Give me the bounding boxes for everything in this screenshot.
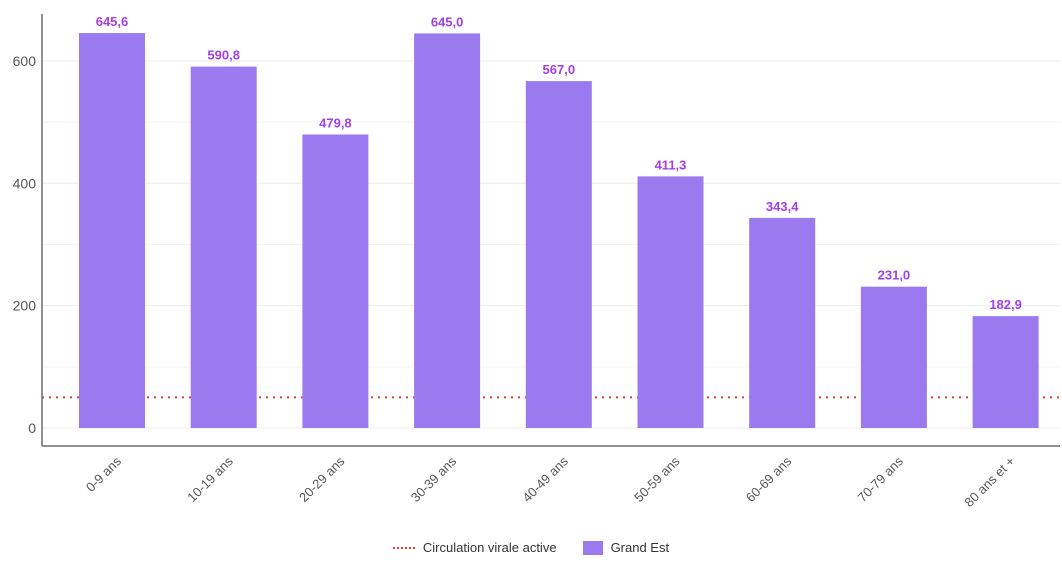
y-tick-label: 200 <box>13 298 37 314</box>
bar <box>414 33 481 428</box>
x-tick-label: 40-49 ans <box>519 453 571 505</box>
legend: Circulation virale active Grand Est <box>0 540 1062 555</box>
x-tick-label: 80 ans et + <box>961 454 1017 510</box>
data-label: 343,4 <box>766 199 799 214</box>
data-label: 645,6 <box>96 14 129 29</box>
data-label: 231,0 <box>878 268 911 283</box>
legend-dash-icon <box>392 546 415 549</box>
bar <box>79 33 145 428</box>
data-label: 182,9 <box>989 297 1022 312</box>
legend-item-reference: Circulation virale active <box>392 540 557 555</box>
x-tick-label: 20-29 ans <box>296 453 348 505</box>
legend-swatch-icon <box>582 540 603 555</box>
data-label: 567,0 <box>543 62 576 77</box>
x-tick-label: 0-9 ans <box>83 453 125 495</box>
y-tick-label: 0 <box>28 420 36 436</box>
bar <box>525 81 592 429</box>
x-tick-label: 70-79 ans <box>855 453 907 505</box>
legend-label-series: Grand Est <box>610 540 670 555</box>
bars <box>79 33 1039 429</box>
bar <box>972 316 1039 428</box>
data-label: 411,3 <box>655 157 687 172</box>
x-tick-label: 60-69 ans <box>743 453 795 505</box>
x-tick-label: 10-19 ans <box>184 453 236 505</box>
bar <box>749 217 816 428</box>
data-label: 479,8 <box>319 115 352 130</box>
y-tick-label: 600 <box>13 53 37 69</box>
bar <box>860 286 927 428</box>
legend-item-series: Grand Est <box>582 540 670 555</box>
x-tick-label: 30-39 ans <box>408 453 460 505</box>
data-label: 590,8 <box>207 48 240 63</box>
data-labels: 645,6 590,8 479,8 645,0 567,0 411,3 343,4 231,0… <box>96 14 1022 312</box>
bar <box>190 66 257 429</box>
bar-chart: 645,6 590,8 479,8 645,0 567,0 411,3 343,4 231,0… <box>13 14 1060 510</box>
legend-label-reference: Circulation virale active <box>422 540 557 555</box>
bar <box>637 176 704 428</box>
y-tick-label: 400 <box>13 175 37 191</box>
bar <box>302 134 369 429</box>
data-label: 645,0 <box>431 14 464 29</box>
x-tick-label: 50-59 ans <box>631 453 683 505</box>
